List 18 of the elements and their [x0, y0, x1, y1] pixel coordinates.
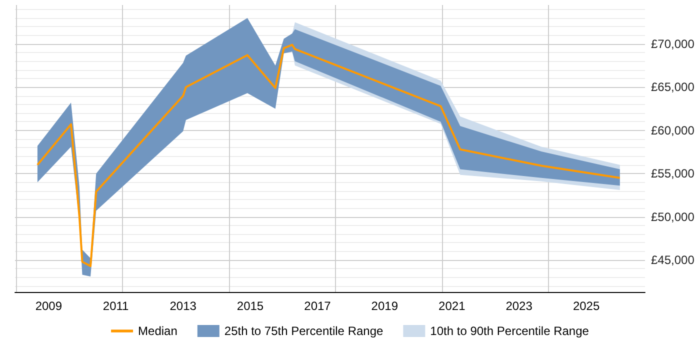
x-tick-label: 2019 — [371, 299, 398, 313]
x-tick-label: 2017 — [304, 299, 332, 313]
y-tick-label: £50,000 — [651, 210, 695, 224]
x-tick-label: 2015 — [236, 299, 264, 313]
x-tick-label: 2023 — [506, 299, 533, 313]
x-tick-label: 2011 — [102, 299, 130, 313]
legend-label: 25th to 75th Percentile Range — [224, 324, 384, 338]
legend-label: Median — [138, 324, 178, 338]
x-tick-label: 2009 — [35, 299, 62, 313]
y-tick-label: £70,000 — [651, 36, 695, 51]
y-tick-label: £60,000 — [651, 123, 695, 138]
x-tick-label: 2025 — [572, 299, 600, 313]
y-tick-label: £55,000 — [651, 166, 695, 181]
y-tick-label: £65,000 — [651, 80, 695, 94]
x-tick-label: 2021 — [438, 299, 466, 313]
y-tick-label: £45,000 — [651, 253, 695, 268]
legend-label: 10th to 90th Percentile Range — [430, 324, 590, 338]
x-tick-label: 2013 — [170, 299, 197, 313]
